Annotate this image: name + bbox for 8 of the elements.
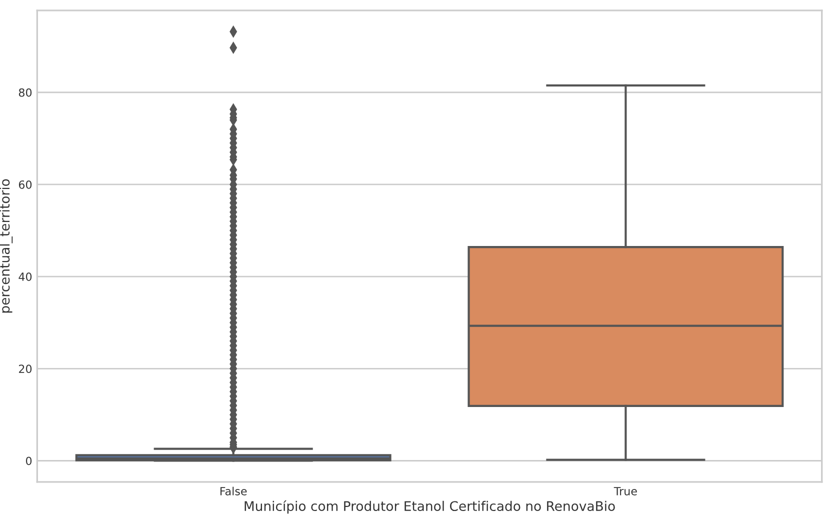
- x-axis-title: Município com Produtor Etanol Certificado no RenovaBio: [244, 500, 615, 514]
- y-tick-label: 20: [18, 364, 32, 374]
- y-tick-label: 80: [18, 88, 32, 97]
- y-tick-label: 40: [18, 272, 32, 281]
- x-tick-label: True: [614, 487, 637, 496]
- x-tick-label: False: [220, 486, 247, 496]
- y-tick-label: 60: [18, 180, 32, 189]
- y-tick-label: 0: [26, 456, 32, 466]
